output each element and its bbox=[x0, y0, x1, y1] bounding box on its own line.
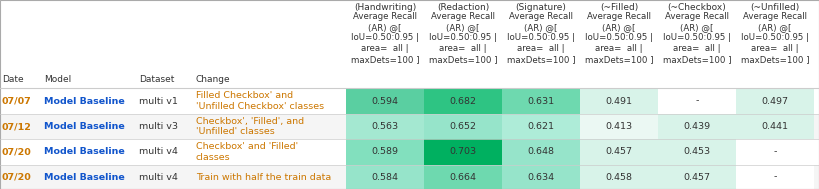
Bar bbox=[658, 165, 736, 189]
Text: 07/20: 07/20 bbox=[2, 173, 32, 181]
Text: 0.457: 0.457 bbox=[684, 173, 711, 181]
Text: Average Recall
(AR) @[
IoU=0.50:0.95 |
area=  all |
maxDets=100 ]: Average Recall (AR) @[ IoU=0.50:0.95 | a… bbox=[740, 12, 809, 64]
Text: 07/12: 07/12 bbox=[2, 122, 32, 131]
Text: 0.563: 0.563 bbox=[372, 122, 399, 131]
Bar bbox=[346, 88, 424, 114]
Text: -: - bbox=[695, 97, 699, 105]
Text: Checkbox', 'Filled', and
'Unfilled' classes: Checkbox', 'Filled', and 'Unfilled' clas… bbox=[196, 117, 304, 136]
Text: Model Baseline: Model Baseline bbox=[44, 97, 124, 105]
Text: 0.648: 0.648 bbox=[527, 147, 554, 156]
Bar bbox=[424, 114, 502, 139]
Text: (Signature): (Signature) bbox=[516, 3, 567, 12]
Bar bbox=[658, 114, 736, 139]
Text: Model Baseline: Model Baseline bbox=[44, 147, 124, 156]
Text: (~Filled): (~Filled) bbox=[600, 3, 638, 12]
Text: (Handwriting): (Handwriting) bbox=[354, 3, 416, 12]
Text: multi v1: multi v1 bbox=[139, 97, 178, 105]
Text: (~Checkbox): (~Checkbox) bbox=[667, 3, 726, 12]
Bar bbox=[0, 88, 819, 114]
Text: Checkbox' and 'Filled'
classes: Checkbox' and 'Filled' classes bbox=[196, 142, 298, 162]
Text: multi v4: multi v4 bbox=[139, 173, 178, 181]
Text: (~Unfilled): (~Unfilled) bbox=[750, 3, 799, 12]
Text: 0.441: 0.441 bbox=[762, 122, 789, 131]
Text: Date: Date bbox=[2, 75, 24, 84]
Bar bbox=[736, 88, 814, 114]
Bar bbox=[0, 139, 819, 165]
Text: 0.634: 0.634 bbox=[527, 173, 554, 181]
Bar bbox=[502, 114, 580, 139]
Text: Filled Checkbox' and
'Unfilled Checkbox' classes: Filled Checkbox' and 'Unfilled Checkbox'… bbox=[196, 91, 324, 111]
Text: Model Baseline: Model Baseline bbox=[44, 122, 124, 131]
Bar bbox=[0, 114, 819, 139]
Bar bbox=[502, 139, 580, 165]
Text: Model Baseline: Model Baseline bbox=[44, 173, 124, 181]
Text: 0.594: 0.594 bbox=[372, 97, 399, 105]
Bar bbox=[502, 165, 580, 189]
Bar bbox=[658, 88, 736, 114]
Bar bbox=[424, 139, 502, 165]
Text: 0.491: 0.491 bbox=[605, 97, 632, 105]
Text: 0.457: 0.457 bbox=[605, 147, 632, 156]
Text: 0.703: 0.703 bbox=[450, 147, 477, 156]
Bar bbox=[736, 139, 814, 165]
Bar bbox=[424, 88, 502, 114]
Text: -: - bbox=[773, 173, 776, 181]
Text: Dataset: Dataset bbox=[139, 75, 174, 84]
Text: 0.621: 0.621 bbox=[527, 122, 554, 131]
Bar bbox=[0, 0, 819, 88]
Text: 07/07: 07/07 bbox=[2, 97, 32, 105]
Bar bbox=[502, 88, 580, 114]
Text: 07/20: 07/20 bbox=[2, 147, 32, 156]
Bar bbox=[736, 114, 814, 139]
Text: 0.664: 0.664 bbox=[450, 173, 477, 181]
Text: 0.439: 0.439 bbox=[683, 122, 711, 131]
Text: 0.652: 0.652 bbox=[450, 122, 477, 131]
Text: Model: Model bbox=[44, 75, 71, 84]
Text: multi v4: multi v4 bbox=[139, 147, 178, 156]
Bar bbox=[736, 165, 814, 189]
Bar bbox=[580, 165, 658, 189]
Text: -: - bbox=[773, 147, 776, 156]
Text: Average Recall
(AR) @[
IoU=0.50:0.95 |
area=  all |
maxDets=100 ]: Average Recall (AR) @[ IoU=0.50:0.95 | a… bbox=[429, 12, 497, 64]
Text: Train with half the train data: Train with half the train data bbox=[196, 173, 331, 181]
Text: 0.682: 0.682 bbox=[450, 97, 477, 105]
Text: multi v3: multi v3 bbox=[139, 122, 178, 131]
Text: Change: Change bbox=[196, 75, 231, 84]
Text: 0.589: 0.589 bbox=[372, 147, 399, 156]
Text: Average Recall
(AR) @[
IoU=0.50:0.95 |
area=  all |
maxDets=100 ]: Average Recall (AR) @[ IoU=0.50:0.95 | a… bbox=[663, 12, 731, 64]
Text: Average Recall
(AR) @[
IoU=0.50:0.95 |
area=  all |
maxDets=100 ]: Average Recall (AR) @[ IoU=0.50:0.95 | a… bbox=[351, 12, 419, 64]
Bar bbox=[0, 165, 819, 189]
Bar bbox=[346, 114, 424, 139]
Text: 0.631: 0.631 bbox=[527, 97, 554, 105]
Text: 0.497: 0.497 bbox=[762, 97, 789, 105]
Bar bbox=[580, 114, 658, 139]
Text: 0.453: 0.453 bbox=[683, 147, 711, 156]
Bar bbox=[346, 139, 424, 165]
Text: 0.458: 0.458 bbox=[605, 173, 632, 181]
Bar bbox=[658, 139, 736, 165]
Bar bbox=[346, 165, 424, 189]
Text: 0.584: 0.584 bbox=[372, 173, 399, 181]
Text: Average Recall
(AR) @[
IoU=0.50:0.95 |
area=  all |
maxDets=100 ]: Average Recall (AR) @[ IoU=0.50:0.95 | a… bbox=[585, 12, 654, 64]
Bar bbox=[580, 88, 658, 114]
Text: Average Recall
(AR) @[
IoU=0.50:0.95 |
area=  all |
maxDets=100 ]: Average Recall (AR) @[ IoU=0.50:0.95 | a… bbox=[507, 12, 575, 64]
Bar bbox=[580, 139, 658, 165]
Text: 0.413: 0.413 bbox=[605, 122, 632, 131]
Text: (Redaction): (Redaction) bbox=[437, 3, 489, 12]
Bar bbox=[424, 165, 502, 189]
